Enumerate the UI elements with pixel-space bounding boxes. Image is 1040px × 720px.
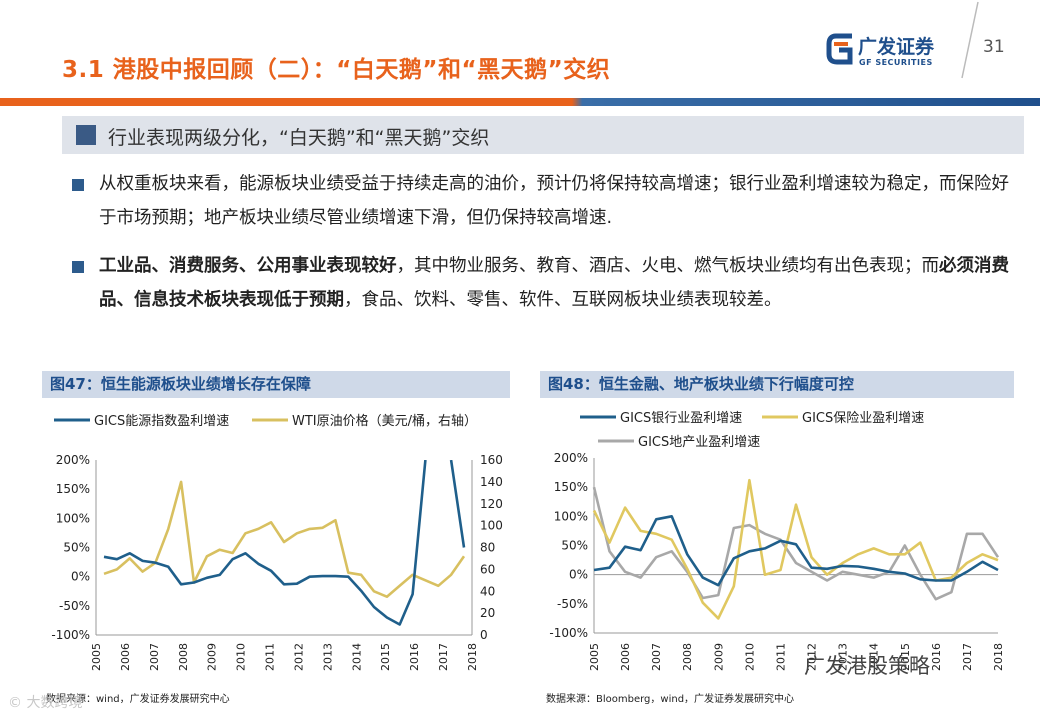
bullet-1: 从权重板块来看，能源板块业绩受益于持续走高的油价，预计仍将保持较高增速；银行业盈… [72,167,1012,235]
chart-48-x-tick-2015: 2015 [899,643,912,671]
bullet-square-icon [72,261,84,273]
chart-47-legend-wti: WTI原油价格（美元/桶，右轴） [292,413,477,429]
chart-48-x-tick-2010: 2010 [743,643,756,671]
chart-48-x-tick-2007: 2007 [650,643,663,671]
bullet-2-text: 工业品、消费服务、公用事业表现较好，其中物业服务、教育、酒店、火电、燃气板块业绩… [72,249,1012,317]
chart-47-x-tick-2008: 2008 [177,643,190,671]
chart-48-y-tick: -100% [549,626,588,640]
title-underline-bar [0,98,1040,106]
subtitle-banner: 行业表现两级分化，“白天鹅”和“黑天鹅”交织 [62,116,1024,154]
chart-47-x-tick-2006: 2006 [119,643,132,671]
chart-48-legend-bank: GICS银行业盈利增速 [620,411,742,426]
chart-47: 200% 150% 100% 50% 0% -50% -100% 160 140 120 100 80… [51,413,503,671]
chart-48-x-tick-2008: 2008 [681,643,694,671]
chart-47-y2-tick: 80 [480,541,495,555]
chart-48-x-tick-2006: 2006 [619,643,632,671]
bullet-2-bold-1: 工业品、消费服务、公用事业表现较好 [99,256,397,276]
chart-48-y-tick: -50% [557,597,588,611]
chart-47-y-tick: 100% [56,511,90,525]
chart-48-legend-property: GICS地产业盈利增速 [638,435,760,450]
chart-47-x-tick-2013: 2013 [321,643,334,671]
chart-48-x-tick-2009: 2009 [712,643,725,671]
chart-48: 200% 150% 100% 50% 0% -50% -100%2005 2006 2007 20… [549,411,1005,671]
chart-47-x-tick-2012: 2012 [292,643,305,671]
chart-47-x-tick-2015: 2015 [379,643,392,671]
chart-47-source: 数据来源：wind，广发证券发展研究中心 [46,694,230,705]
chart-47-y2-tick: 60 [480,562,495,576]
chart-47-series-wti [103,480,466,598]
chart-47-y2-tick: 100 [480,519,503,533]
chart-47-y-tick: 200% [56,453,90,467]
chart-48-y-tick: 200% [554,451,588,465]
chart-47-y2-tick: 140 [480,475,503,489]
chart-47-y-tick: 0% [71,570,90,584]
bullet-2-bold-2: 必须消费品、信息技术板块表现低于预期 [99,256,1009,310]
chart-48-y-tick: 150% [554,480,588,494]
chart-47-y2-tick: 20 [480,606,495,620]
chart-47-y2-tick: 120 [480,497,503,511]
bullet-2-plain-2: ，食品、饮料、零售、软件、互联网板块业绩表现较差。 [344,290,782,310]
chart-48-x-tick-2012: 2012 [806,643,819,671]
bullet-2: 工业品、消费服务、公用事业表现较好，其中物业服务、教育、酒店、火电、燃气板块业绩… [72,249,1012,317]
chart-47-y2-tick: 160 [480,453,503,467]
gf-securities-logo: 广发证券 GF SECURITIES [826,28,966,72]
chart-47-y-tick: 150% [56,482,90,496]
chart-47-series-energy [103,460,466,626]
chart-47-y-tick: -100% [51,628,90,642]
chart-48-x-tick-2016: 2016 [930,643,943,671]
chart-47-x-tick-2010: 2010 [235,643,248,671]
chart-47-x-tick-2011: 2011 [264,643,277,671]
chart-48-y-tick: 100% [554,509,588,523]
chart-47-y2-tick: 0 [480,628,488,642]
chart-47-x-tick-2017: 2017 [437,643,450,671]
chart-47-y2-tick: 40 [480,584,495,598]
chart-48-series-property [592,486,1000,601]
bullet-2-plain-1: ，其中物业服务、教育、酒店、火电、燃气板块业绩均有出色表现；而 [396,256,940,276]
chart-47-x-tick-2005: 2005 [90,643,103,671]
chart-47-y-tick: -50% [59,599,90,613]
watermark-left: © 大数跨境 [8,695,83,711]
logo-text-en: GF SECURITIES [859,58,933,67]
watermark-right: 广发港股策略 [804,654,930,678]
chart-47-legend-energy: GICS能源指数盈利增速 [94,414,229,429]
chart-48-source: 数据来源：Bloomberg，wind，广发证券发展研究中心 [546,694,795,705]
chart-48-x-tick-2013: 2013 [837,643,850,671]
chart-47-x-tick-2009: 2009 [206,643,219,671]
bullet-1-text: 从权重板块来看，能源板块业绩受益于持续走高的油价，预计仍将保持较高增速；银行业盈… [99,174,1009,228]
chart-48-series-bank [593,515,999,587]
page-number: 31 [983,37,1005,57]
chart-47-x-tick-2016: 2016 [408,643,421,671]
chart-48-x-tick-2017: 2017 [961,643,974,671]
chart-47-y-tick: 50% [63,541,90,555]
gf-logo-icon [826,33,853,65]
bullet-square-icon [72,179,84,191]
logo-text-cn: 广发证券 [858,36,935,58]
chart-48-x-tick-2014: 2014 [868,643,881,671]
chart-47-title: 图47：恒生能源板块业绩增长存在保障 [42,371,510,398]
subtitle-square-icon [76,125,96,145]
header-divider [961,1,979,79]
chart-48-x-tick-2018: 2018 [992,643,1005,671]
chart-48-x-tick-2005: 2005 [588,643,601,671]
chart-47-x-tick-2018: 2018 [466,643,479,671]
chart-47-x-tick-2014: 2014 [350,643,363,671]
chart-48-title: 图48：恒生金融、地产板块业绩下行幅度可控 [540,371,1014,398]
chart-48-legend-insurance: GICS保险业盈利增速 [802,411,924,426]
slide-title: 3.1 港股中报回顾（二）：“白天鹅”和“黑天鹅”交织 [62,57,611,83]
chart-48-y-tick: 50% [561,539,588,553]
chart-48-series-insurance [592,478,999,620]
subtitle-text: 行业表现两级分化，“白天鹅”和“黑天鹅”交织 [108,127,490,149]
chart-47-x-tick-2007: 2007 [148,643,161,671]
chart-48-x-tick-2011: 2011 [774,643,787,671]
chart-48-y-tick: 0% [569,568,588,582]
